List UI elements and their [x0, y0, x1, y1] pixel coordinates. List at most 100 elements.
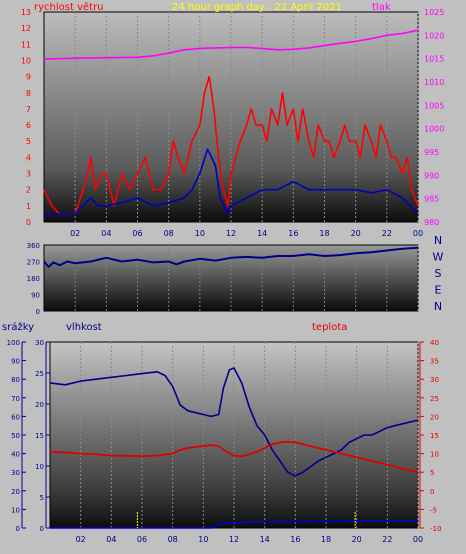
- temperature-axis-title: teplota: [312, 322, 347, 333]
- temperature-tick: 5: [430, 469, 434, 477]
- rain-tick: 0: [16, 525, 20, 533]
- x-tick-label: 14: [260, 535, 270, 544]
- humidity-tick: 5: [40, 494, 44, 502]
- temperature-tick: 10: [430, 451, 439, 459]
- temperature-tick: -5: [430, 506, 437, 514]
- temperature-tick: 20: [430, 413, 439, 421]
- x-tick-label: 16: [288, 229, 298, 238]
- rain-tick: 50: [11, 432, 20, 440]
- humidity-tick: 0: [40, 525, 44, 533]
- humidity-tick: 20: [35, 401, 44, 409]
- rain-tick: 100: [7, 339, 20, 347]
- humidity-tick: 30: [35, 339, 44, 347]
- x-tick-label: 00: [413, 535, 423, 544]
- wind-speed-tick: 2: [26, 186, 31, 195]
- temperature-tick: 0: [430, 488, 434, 496]
- pressure-tick: 1010: [424, 78, 444, 87]
- wind-speed-tick: 3: [26, 170, 31, 179]
- humidity-axis-title: vlhkost: [66, 322, 102, 333]
- direction-tick: 0: [36, 308, 40, 316]
- wind-speed-tick: 7: [26, 105, 31, 114]
- wind-average-line: [44, 148, 419, 215]
- temperature-tick: 30: [430, 376, 439, 384]
- x-tick-label: 22: [382, 229, 392, 238]
- rain-tick: 40: [11, 451, 20, 459]
- humidity-tick: 15: [35, 432, 44, 440]
- x-tick-label: 02: [76, 535, 86, 544]
- pressure-tick: 980: [424, 218, 439, 227]
- wind-speed-tick: 4: [26, 153, 31, 162]
- rain-tick: 10: [11, 506, 20, 514]
- rain-tick: 60: [11, 413, 20, 421]
- pressure-line: [43, 29, 419, 60]
- x-tick-label: 18: [319, 229, 329, 238]
- x-tick-label: 18: [321, 535, 331, 544]
- pressure-tick: 1020: [424, 31, 444, 40]
- rain-axis-title: srážky: [2, 321, 34, 333]
- wind-speed-tick: 8: [26, 89, 31, 98]
- chart-title: 24 hour graph day : 22 April 2021: [172, 2, 342, 13]
- wind-speed-tick: 9: [26, 73, 31, 82]
- compass-label: N: [434, 234, 442, 247]
- pressure-tick: 1025: [424, 8, 444, 17]
- x-tick-label: 08: [164, 229, 174, 238]
- x-tick-label: 12: [226, 229, 236, 238]
- wind-speed-tick: 10: [21, 56, 31, 65]
- compass-label: S: [435, 267, 442, 280]
- temperature-line: [49, 440, 419, 474]
- rain-tick: 90: [11, 358, 20, 366]
- x-tick-label: 00: [413, 229, 423, 238]
- pressure-tick: 1005: [424, 101, 444, 110]
- wind-speed-tick: 11: [21, 40, 31, 49]
- rain-tick: 30: [11, 469, 20, 477]
- compass-label: E: [435, 284, 442, 297]
- wind-speed-line: [43, 75, 419, 215]
- temperature-tick: 40: [430, 339, 439, 347]
- x-tick-label: 02: [70, 229, 80, 238]
- pressure-tick: 985: [424, 195, 439, 204]
- direction-tick: 270: [27, 259, 40, 267]
- pressure-tick: 990: [424, 171, 439, 180]
- humidity-tick: 10: [35, 463, 44, 471]
- temperature-tick: 25: [430, 395, 439, 403]
- wind-speed-tick: 12: [21, 24, 31, 33]
- compass-label: W: [433, 251, 444, 264]
- temperature-tick: 15: [430, 432, 439, 440]
- direction-tick: 90: [31, 292, 40, 300]
- rain-tick: 70: [11, 395, 20, 403]
- x-tick-label: 20: [352, 535, 362, 544]
- x-tick-label: 14: [257, 229, 267, 238]
- wind-direction-line: [43, 246, 419, 268]
- x-tick-label: 04: [106, 535, 116, 544]
- x-tick-label: 10: [198, 535, 208, 544]
- pressure-tick: 1015: [424, 55, 444, 64]
- direction-tick: 360: [27, 242, 40, 250]
- wind-speed-tick: 1: [26, 202, 31, 211]
- temperature-tick: 35: [430, 358, 439, 366]
- wind-speed-tick: 13: [21, 8, 31, 17]
- x-tick-label: 06: [132, 229, 142, 238]
- rain-tick: 80: [11, 376, 20, 384]
- x-tick-label: 12: [229, 535, 239, 544]
- x-tick-label: 04: [101, 229, 111, 238]
- x-tick-label: 10: [195, 229, 205, 238]
- temperature-tick: -10: [430, 525, 441, 533]
- x-tick-label: 08: [168, 535, 178, 544]
- x-tick-label: 06: [137, 535, 147, 544]
- direction-tick: 180: [27, 275, 40, 283]
- wind-speed-tick: 6: [26, 121, 31, 130]
- pressure-tick: 995: [424, 148, 439, 157]
- pressure-tick: 1000: [424, 125, 444, 134]
- humidity-line: [49, 367, 419, 477]
- x-tick-label: 20: [351, 229, 361, 238]
- wind-speed-axis-title: rychlost větru: [34, 1, 104, 13]
- wind-speed-tick: 0: [26, 218, 31, 227]
- humidity-tick: 25: [35, 370, 44, 378]
- compass-label: N: [434, 300, 442, 313]
- rain-tick: 20: [11, 488, 20, 496]
- pressure-axis-title: tlak: [372, 2, 391, 13]
- wind-speed-tick: 5: [26, 137, 31, 146]
- x-tick-label: 22: [382, 535, 392, 544]
